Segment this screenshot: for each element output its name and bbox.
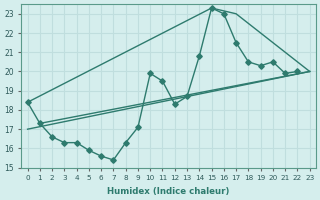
X-axis label: Humidex (Indice chaleur): Humidex (Indice chaleur) [108,187,230,196]
